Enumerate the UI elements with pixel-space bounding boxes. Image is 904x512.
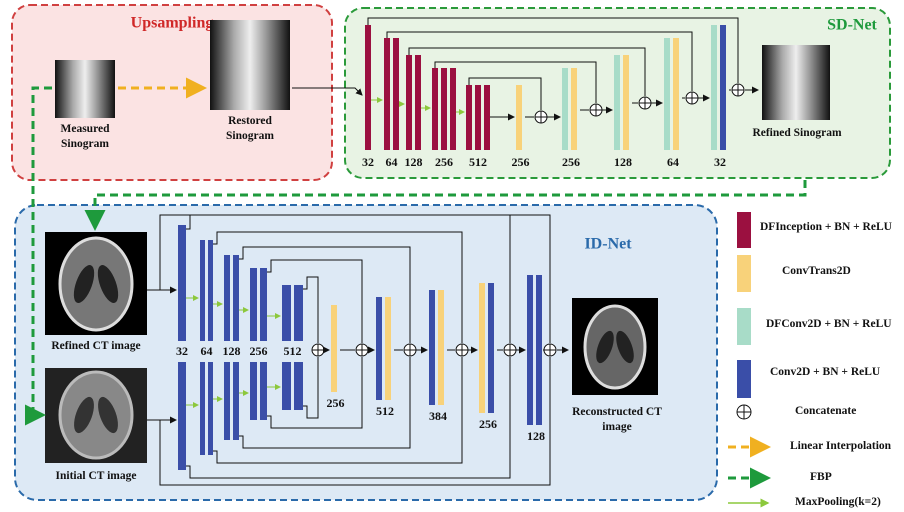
legend-text: Conv2D + BN + ReLU [770, 366, 880, 378]
initial-ct-image [45, 368, 147, 463]
channel-label: 256 [327, 396, 345, 410]
layer-bar [466, 85, 472, 150]
layer-bar [527, 275, 533, 425]
layer-bar [224, 255, 230, 341]
layer-bar [282, 362, 291, 410]
channel-label: 64 [667, 155, 679, 169]
channel-label: 384 [429, 409, 447, 423]
layer-bar [200, 240, 205, 341]
layer-bar [260, 268, 267, 341]
layer-bar [720, 25, 726, 150]
sdnet-title: SD-Net [827, 17, 877, 34]
legend-swatch [737, 255, 751, 292]
layer-bar [664, 38, 670, 150]
layer-bar [233, 362, 239, 440]
channel-label: 512 [376, 404, 394, 418]
channel-label: 64 [201, 344, 213, 358]
layer-bar [250, 362, 257, 420]
legend-text: FBP [810, 471, 832, 483]
layer-bar [438, 290, 444, 405]
layer-bar [250, 268, 257, 341]
layer-bar [406, 55, 412, 150]
label: Restored Sinogram [205, 114, 295, 144]
layer-bar [260, 362, 267, 420]
refined-sino-image [762, 45, 830, 120]
channel-label: 512 [469, 155, 487, 169]
layer-bar [536, 275, 542, 425]
channel-label: 128 [223, 344, 241, 358]
label: Refined Sinogram [752, 126, 842, 141]
layer-bar [208, 362, 213, 455]
diagram: Upsampling SD-Net ID-Net 32 64 128 256 512 25… [0, 0, 904, 512]
layer-bar [415, 55, 421, 150]
legend-text: MaxPooling(k=2) [795, 496, 881, 508]
layer-bar [479, 283, 485, 413]
layer-bar [385, 297, 391, 400]
layer-bar [614, 55, 620, 150]
layer-bar [178, 225, 186, 341]
measured-image [55, 60, 115, 118]
channel-label: 128 [614, 155, 632, 169]
label: Refined CT image [30, 339, 162, 354]
layer-bar [429, 290, 435, 405]
upsampling-title: Upsampling [131, 15, 214, 32]
layer-bar [488, 283, 494, 413]
legend-text: Concatenate [795, 405, 856, 417]
channel-label: 512 [284, 344, 302, 358]
restored-image [210, 20, 290, 110]
layer-bar [711, 25, 717, 150]
channel-label: 32 [362, 155, 374, 169]
label: Measured Sinogram [40, 122, 130, 152]
layer-bar [331, 305, 337, 392]
reconstructed-image [572, 298, 658, 395]
channel-label: 128 [405, 155, 423, 169]
layer-bar [393, 38, 399, 150]
legend-text: DFInception + BN + ReLU [760, 221, 892, 233]
label: Initial CT image [30, 469, 162, 484]
layer-bar [233, 255, 239, 341]
layer-bar [441, 68, 447, 150]
layer-bar [516, 85, 522, 150]
layer-bar [475, 85, 481, 150]
refined-ct-image [45, 232, 147, 335]
layer-bar [294, 285, 303, 341]
layer-bar [200, 362, 205, 455]
channel-label: 256 [512, 155, 530, 169]
layer-bar [208, 240, 213, 341]
layer-bar [562, 68, 568, 150]
layer-bar [484, 85, 490, 150]
layer-bar [294, 362, 303, 410]
layer-bar [450, 68, 456, 150]
layer-bar [384, 38, 390, 150]
legend-swatch [737, 308, 751, 345]
legend-text: Linear Interpolation [790, 440, 891, 452]
legend-swatch [737, 360, 751, 398]
channel-label: 256 [479, 417, 497, 431]
channel-label: 32 [176, 344, 188, 358]
layer-bar [376, 297, 382, 400]
canvas: Upsampling SD-Net ID-Net 32 64 128 256 512 25… [0, 0, 904, 512]
layer-bar [178, 362, 186, 470]
channel-label: 128 [527, 429, 545, 443]
layer-bar [623, 55, 629, 150]
legend-text: DFConv2D + BN + ReLU [766, 318, 892, 330]
layer-bar [365, 25, 371, 150]
layer-bar [432, 68, 438, 150]
channel-label: 256 [250, 344, 268, 358]
channel-label: 64 [386, 155, 398, 169]
layer-bar [224, 362, 230, 440]
idnet-title: ID-Net [584, 236, 632, 253]
channel-label: 256 [562, 155, 580, 169]
legend-swatch [737, 212, 751, 248]
label: Reconstructed CT image [572, 405, 662, 435]
channel-label: 256 [435, 155, 453, 169]
channel-label: 32 [714, 155, 726, 169]
layer-bar [673, 38, 679, 150]
layer-bar [282, 285, 291, 341]
legend-text: ConvTrans2D [782, 265, 851, 277]
layer-bar [571, 68, 577, 150]
legend-concat [737, 405, 751, 419]
